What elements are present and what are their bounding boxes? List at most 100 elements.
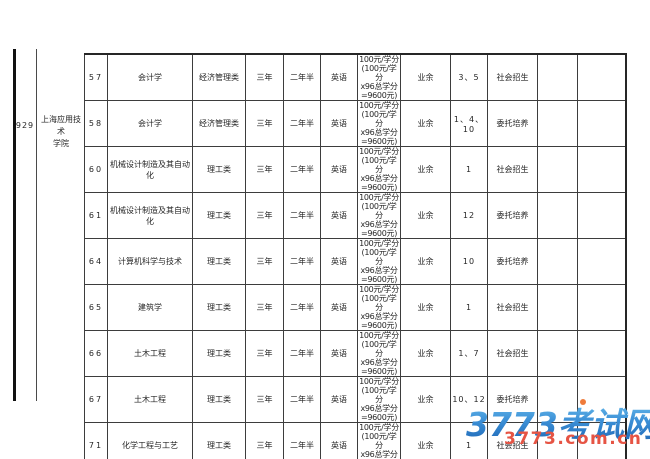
cell-major: 计算机科学与技术 xyxy=(107,238,193,285)
cell-short-duration: 二年半 xyxy=(283,422,321,459)
cell-major: 机械设计制造及其自动化 xyxy=(107,192,193,239)
cell-study-mode: 业余 xyxy=(400,376,451,423)
cell-language: 英语 xyxy=(320,146,358,193)
cell-seq: 64 xyxy=(84,238,108,285)
cell-study-mode: 业余 xyxy=(400,284,451,331)
cell-enrollment-type: 委托培养 xyxy=(487,100,538,147)
table-row: 58 会计学 经济管理类 三年 二年半 英语 100元/学分 (100元/学分 … xyxy=(84,100,626,147)
cell-study-mode: 业余 xyxy=(400,422,451,459)
cell-category: 理工类 xyxy=(192,422,246,459)
cell-numbers: 1 xyxy=(450,146,488,193)
cell-short-duration: 二年半 xyxy=(283,330,321,377)
cell-blank-1 xyxy=(537,53,578,101)
cell-study-mode: 业余 xyxy=(400,100,451,147)
cell-tuition: 100元/学分 (100元/学分 x96总学分 =9600元) xyxy=(357,422,401,459)
cell-language: 英语 xyxy=(320,53,358,101)
cell-short-duration: 二年半 xyxy=(283,53,321,101)
institution-column-divider xyxy=(36,49,37,401)
cell-blank-2 xyxy=(577,238,626,285)
cell-seq: 71 xyxy=(84,422,108,459)
cell-blank-2 xyxy=(577,330,626,377)
cell-blank-2 xyxy=(577,192,626,239)
cell-seq: 65 xyxy=(84,284,108,331)
cell-blank-2 xyxy=(577,284,626,331)
watermark-dot-icon xyxy=(580,399,586,405)
cell-tuition: 100元/学分 (100元/学分 x96总学分 =9600元) xyxy=(357,146,401,193)
cell-major: 会计学 xyxy=(107,53,193,101)
cell-blank-1 xyxy=(537,100,578,147)
cell-major: 土木工程 xyxy=(107,330,193,377)
cell-numbers: 1 xyxy=(450,422,488,459)
cell-major: 化学工程与工艺 xyxy=(107,422,193,459)
cell-tuition: 100元/学分 (100元/学分 x96总学分 =9600元) xyxy=(357,192,401,239)
cell-blank-1 xyxy=(537,284,578,331)
cell-category: 理工类 xyxy=(192,284,246,331)
cell-major: 建筑学 xyxy=(107,284,193,331)
cell-full-duration: 三年 xyxy=(245,284,284,331)
cell-short-duration: 二年半 xyxy=(283,238,321,285)
cell-numbers: 1、7 xyxy=(450,330,488,377)
table-row: 65 建筑学 理工类 三年 二年半 英语 100元/学分 (100元/学分 x9… xyxy=(84,284,626,331)
cell-seq: 60 xyxy=(84,146,108,193)
cell-tuition: 100元/学分 (100元/学分 x96总学分 =9600元) xyxy=(357,330,401,377)
cell-blank-1 xyxy=(537,192,578,239)
cell-category: 理工类 xyxy=(192,376,246,423)
cell-numbers: 10 xyxy=(450,238,488,285)
cell-full-duration: 三年 xyxy=(245,238,284,285)
table-row: 57 会计学 经济管理类 三年 二年半 英语 100元/学分 (100元/学分 … xyxy=(84,53,626,101)
programs-table: 57 会计学 经济管理类 三年 二年半 英语 100元/学分 (100元/学分 … xyxy=(84,53,627,459)
institution-name: 上海应用技术 学院 xyxy=(41,115,81,148)
cell-full-duration: 三年 xyxy=(245,146,284,193)
cell-short-duration: 二年半 xyxy=(283,284,321,331)
cell-enrollment-type: 社会招生 xyxy=(487,330,538,377)
cell-short-duration: 二年半 xyxy=(283,146,321,193)
cell-study-mode: 业余 xyxy=(400,330,451,377)
cell-blank-2 xyxy=(577,422,626,459)
cell-enrollment-type: 委托培养 xyxy=(487,192,538,239)
cell-enrollment-type: 社会招生 xyxy=(487,53,538,101)
cell-language: 英语 xyxy=(320,330,358,377)
cell-category: 理工类 xyxy=(192,238,246,285)
table-row: 67 土木工程 理工类 三年 二年半 英语 100元/学分 (100元/学分 x… xyxy=(84,376,626,423)
watermark: 3773考试网 3773.com.cn xyxy=(462,398,650,456)
cell-full-duration: 三年 xyxy=(245,192,284,239)
cell-blank-1 xyxy=(537,146,578,193)
cell-study-mode: 业余 xyxy=(400,192,451,239)
watermark-site-name: 3773考试网 xyxy=(466,398,650,446)
cell-study-mode: 业余 xyxy=(400,238,451,285)
cell-full-duration: 三年 xyxy=(245,376,284,423)
cell-short-duration: 二年半 xyxy=(283,192,321,239)
cell-category: 理工类 xyxy=(192,146,246,193)
cell-language: 英语 xyxy=(320,238,358,285)
cell-blank-1 xyxy=(537,330,578,377)
cell-blank-2 xyxy=(577,53,626,101)
cell-major: 土木工程 xyxy=(107,376,193,423)
cell-category: 理工类 xyxy=(192,330,246,377)
table-row: 66 土木工程 理工类 三年 二年半 英语 100元/学分 (100元/学分 x… xyxy=(84,330,626,377)
cell-language: 英语 xyxy=(320,192,358,239)
cell-language: 英语 xyxy=(320,100,358,147)
cell-tuition: 100元/学分 (100元/学分 x96总学分 =9600元) xyxy=(357,53,401,101)
cell-tuition: 100元/学分 (100元/学分 x96总学分 =9600元) xyxy=(357,376,401,423)
cell-seq: 67 xyxy=(84,376,108,423)
cell-seq: 58 xyxy=(84,100,108,147)
cell-numbers: 3、5 xyxy=(450,53,488,101)
cell-full-duration: 三年 xyxy=(245,422,284,459)
table-row: 71 化学工程与工艺 理工类 三年 二年半 英语 100元/学分 (100元/学… xyxy=(84,422,626,459)
cell-study-mode: 业余 xyxy=(400,53,451,101)
cell-blank-2 xyxy=(577,100,626,147)
cell-enrollment-type: 委托培养 xyxy=(487,376,538,423)
cell-full-duration: 三年 xyxy=(245,330,284,377)
cell-tuition: 100元/学分 (100元/学分 x96总学分 =9600元) xyxy=(357,238,401,285)
cell-seq: 66 xyxy=(84,330,108,377)
cell-language: 英语 xyxy=(320,422,358,459)
cell-numbers: 1、4、10 xyxy=(450,100,488,147)
cell-category: 经济管理类 xyxy=(192,100,246,147)
cell-enrollment-type: 委托培养 xyxy=(487,238,538,285)
table-row: 64 计算机科学与技术 理工类 三年 二年半 英语 100元/学分 (100元/… xyxy=(84,238,626,285)
cell-full-duration: 三年 xyxy=(245,53,284,101)
cell-enrollment-type: 社会招生 xyxy=(487,284,538,331)
institution-code: 929 xyxy=(15,121,35,130)
cell-language: 英语 xyxy=(320,376,358,423)
